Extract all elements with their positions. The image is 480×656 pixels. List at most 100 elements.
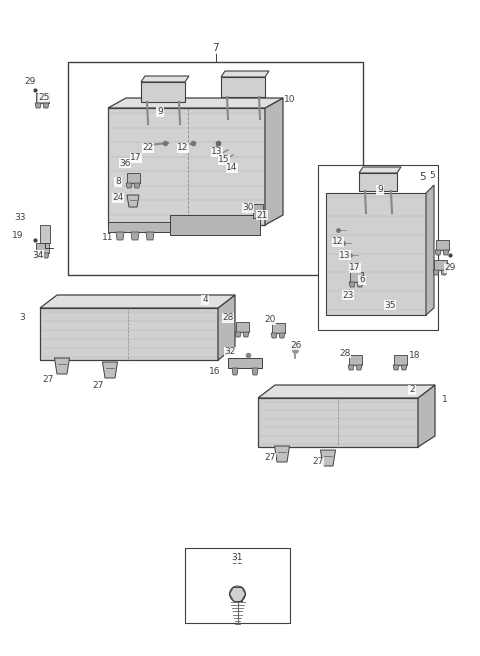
- Polygon shape: [356, 365, 362, 370]
- Polygon shape: [108, 222, 170, 232]
- Text: 27: 27: [312, 457, 324, 466]
- Polygon shape: [170, 215, 260, 235]
- Text: 27: 27: [42, 375, 54, 384]
- Text: 34: 34: [32, 251, 44, 260]
- Polygon shape: [435, 250, 441, 255]
- Polygon shape: [265, 98, 283, 225]
- Polygon shape: [127, 195, 139, 207]
- Polygon shape: [40, 295, 235, 308]
- Text: 7: 7: [212, 43, 219, 53]
- Polygon shape: [228, 358, 262, 368]
- Text: 9: 9: [377, 186, 383, 194]
- Polygon shape: [236, 322, 249, 332]
- Text: 31: 31: [232, 558, 243, 567]
- Text: 20: 20: [264, 316, 276, 325]
- Polygon shape: [221, 77, 265, 97]
- Polygon shape: [401, 365, 407, 370]
- Text: 18: 18: [409, 350, 421, 359]
- Text: 4: 4: [202, 295, 208, 304]
- Polygon shape: [127, 173, 140, 183]
- Text: 13: 13: [211, 148, 223, 157]
- Polygon shape: [348, 355, 361, 365]
- Text: 17: 17: [130, 154, 142, 163]
- Circle shape: [229, 586, 245, 602]
- Polygon shape: [40, 225, 50, 243]
- Text: 31: 31: [231, 554, 243, 562]
- Polygon shape: [131, 232, 139, 240]
- Polygon shape: [134, 183, 140, 188]
- Polygon shape: [126, 183, 132, 188]
- Text: 13: 13: [339, 251, 351, 260]
- Bar: [185, 548, 290, 623]
- Polygon shape: [426, 185, 434, 315]
- Text: 16: 16: [209, 367, 221, 377]
- Text: 36: 36: [119, 159, 131, 167]
- Polygon shape: [272, 323, 285, 333]
- Polygon shape: [441, 270, 447, 275]
- Text: 29: 29: [24, 77, 36, 87]
- Polygon shape: [35, 253, 41, 258]
- Text: 32: 32: [224, 348, 236, 356]
- Text: 6: 6: [359, 276, 365, 285]
- Text: 2: 2: [409, 386, 415, 394]
- Polygon shape: [443, 250, 449, 255]
- Polygon shape: [394, 355, 407, 365]
- Polygon shape: [141, 82, 185, 102]
- Polygon shape: [275, 446, 289, 462]
- Polygon shape: [43, 103, 49, 108]
- Polygon shape: [433, 270, 439, 275]
- Text: 25: 25: [38, 92, 50, 102]
- Text: 5: 5: [429, 171, 435, 180]
- Polygon shape: [258, 398, 418, 447]
- Text: 21: 21: [256, 211, 268, 220]
- Polygon shape: [359, 167, 401, 173]
- Polygon shape: [116, 232, 124, 240]
- Text: 1: 1: [442, 396, 448, 405]
- Polygon shape: [357, 282, 363, 287]
- Polygon shape: [40, 308, 218, 360]
- Text: 28: 28: [339, 348, 351, 358]
- Text: 30: 30: [242, 203, 254, 213]
- Text: 10: 10: [284, 96, 296, 104]
- Text: 19: 19: [12, 230, 24, 239]
- Polygon shape: [393, 365, 399, 370]
- Text: 27: 27: [92, 380, 104, 390]
- Polygon shape: [232, 368, 238, 375]
- Polygon shape: [235, 332, 241, 337]
- Polygon shape: [36, 243, 48, 253]
- Text: 35: 35: [384, 300, 396, 310]
- Text: 23: 23: [342, 291, 354, 300]
- Polygon shape: [326, 193, 426, 315]
- Text: 17: 17: [349, 264, 361, 272]
- Polygon shape: [349, 272, 362, 282]
- Polygon shape: [252, 368, 258, 375]
- Text: 3: 3: [19, 314, 25, 323]
- Polygon shape: [35, 103, 41, 108]
- Text: 9: 9: [157, 108, 163, 117]
- Bar: [68, 62, 363, 275]
- Bar: [318, 165, 438, 330]
- Polygon shape: [146, 232, 154, 240]
- Text: 33: 33: [14, 213, 26, 222]
- Polygon shape: [253, 204, 263, 218]
- Polygon shape: [218, 295, 235, 360]
- Polygon shape: [435, 240, 448, 250]
- Polygon shape: [433, 260, 446, 270]
- Text: 28: 28: [222, 314, 234, 323]
- Polygon shape: [359, 173, 397, 191]
- Text: 12: 12: [177, 144, 189, 152]
- Polygon shape: [43, 253, 49, 258]
- Polygon shape: [221, 71, 269, 77]
- Polygon shape: [108, 108, 265, 225]
- Text: 24: 24: [112, 194, 124, 203]
- Text: 14: 14: [226, 163, 238, 173]
- Polygon shape: [108, 98, 283, 108]
- Polygon shape: [279, 333, 285, 338]
- Polygon shape: [36, 93, 48, 103]
- Text: 26: 26: [290, 340, 302, 350]
- Text: 29: 29: [444, 264, 456, 272]
- Polygon shape: [243, 332, 249, 337]
- Text: 8: 8: [115, 178, 121, 186]
- Text: 15: 15: [218, 155, 230, 165]
- Polygon shape: [349, 282, 355, 287]
